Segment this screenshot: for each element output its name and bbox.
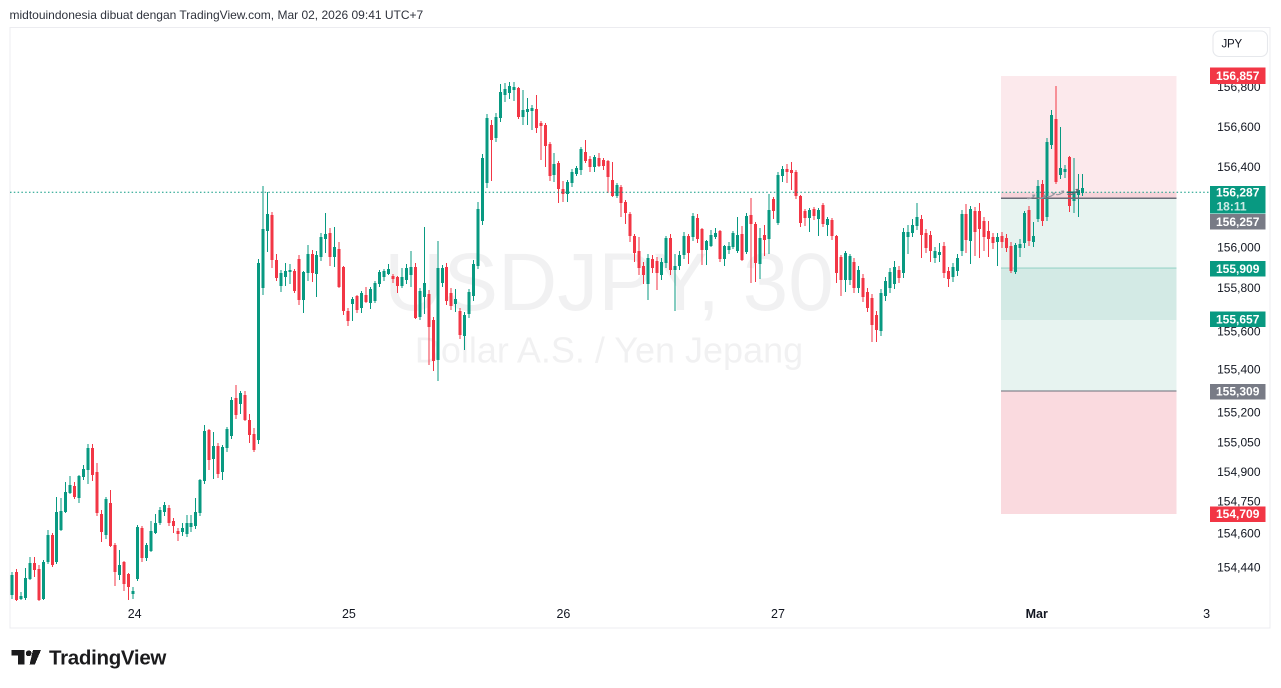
- svg-text:156,600: 156,600: [1217, 120, 1261, 134]
- svg-text:156,857: 156,857: [1216, 69, 1260, 83]
- svg-text:USDJPY, 30: USDJPY, 30: [384, 237, 834, 328]
- svg-text:156,000: 156,000: [1217, 240, 1261, 254]
- svg-text:154,440: 154,440: [1217, 561, 1261, 575]
- svg-text:156,257: 156,257: [1216, 215, 1260, 229]
- svg-text:155,200: 155,200: [1217, 405, 1261, 419]
- svg-text:154,709: 154,709: [1216, 507, 1260, 521]
- svg-text:154,750: 154,750: [1217, 495, 1261, 509]
- svg-text:25: 25: [342, 607, 356, 621]
- svg-text:TradingView: TradingView: [49, 646, 166, 669]
- svg-text:midtouindonesia dibuat dengan: midtouindonesia dibuat dengan TradingVie…: [10, 8, 424, 22]
- svg-text:155,800: 155,800: [1217, 281, 1261, 295]
- svg-text:156,400: 156,400: [1217, 160, 1261, 174]
- svg-text:Dollar A.S. / Yen Jepang: Dollar A.S. / Yen Jepang: [415, 330, 803, 371]
- svg-text:155,600: 155,600: [1217, 324, 1261, 338]
- svg-text:26: 26: [556, 607, 570, 621]
- svg-text:155,657: 155,657: [1216, 312, 1260, 326]
- svg-text:24: 24: [128, 607, 142, 621]
- svg-text:JPY: JPY: [1222, 38, 1243, 50]
- svg-text:155,400: 155,400: [1217, 363, 1261, 377]
- svg-text:154,900: 154,900: [1217, 465, 1261, 479]
- svg-text:18:11: 18:11: [1217, 200, 1247, 214]
- svg-text:Mar: Mar: [1026, 607, 1048, 621]
- svg-text:155,909: 155,909: [1216, 262, 1260, 276]
- svg-text:155,050: 155,050: [1217, 435, 1261, 449]
- svg-text:155,309: 155,309: [1216, 385, 1260, 399]
- svg-text:27: 27: [771, 607, 785, 621]
- svg-text:156,287: 156,287: [1216, 186, 1260, 200]
- svg-text:154,600: 154,600: [1217, 526, 1261, 540]
- svg-text:3: 3: [1203, 607, 1210, 621]
